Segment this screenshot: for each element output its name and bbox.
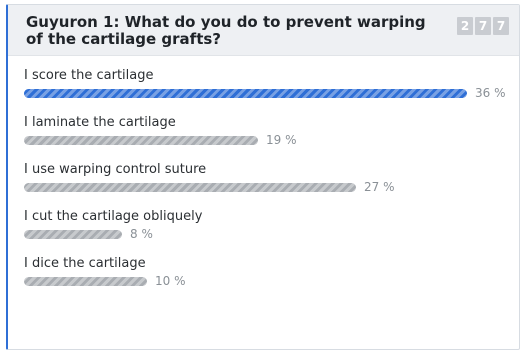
percent-label: 36 %	[475, 85, 506, 100]
counter-digit: 2	[457, 17, 473, 35]
poll-option: I score the cartilage 36 %	[24, 68, 509, 115]
poll-card: Guyuron 1: What do you do to prevent war…	[6, 4, 520, 350]
percent-label: 19 %	[266, 132, 297, 147]
counter-digit: 7	[493, 17, 509, 35]
result-bar	[24, 135, 258, 145]
counter-digit: 7	[475, 17, 491, 35]
poll-options: I score the cartilage 36 % I laminate th…	[24, 68, 509, 303]
option-label: I use warping control suture	[24, 162, 207, 177]
percent-label: 10 %	[155, 273, 186, 288]
response-counter: 2 7 7	[457, 17, 509, 35]
percent-label: 27 %	[364, 179, 395, 194]
option-label: I dice the cartilage	[24, 256, 146, 271]
option-label: I score the cartilage	[24, 68, 154, 83]
option-label: I laminate the cartilage	[24, 115, 176, 130]
option-label: I cut the cartilage obliquely	[24, 209, 203, 224]
poll-option: I laminate the cartilage 19 %	[24, 115, 509, 162]
percent-label: 8 %	[130, 226, 153, 241]
poll-title: Guyuron 1: What do you do to prevent war…	[26, 13, 426, 48]
result-bar	[24, 88, 467, 98]
poll-header: Guyuron 1: What do you do to prevent war…	[8, 5, 519, 56]
poll-option: I dice the cartilage 10 %	[24, 256, 509, 303]
poll-option: I cut the cartilage obliquely 8 %	[24, 209, 509, 256]
poll-option: I use warping control suture 27 %	[24, 162, 509, 209]
result-bar	[24, 229, 122, 239]
result-bar	[24, 276, 147, 286]
result-bar	[24, 182, 356, 192]
